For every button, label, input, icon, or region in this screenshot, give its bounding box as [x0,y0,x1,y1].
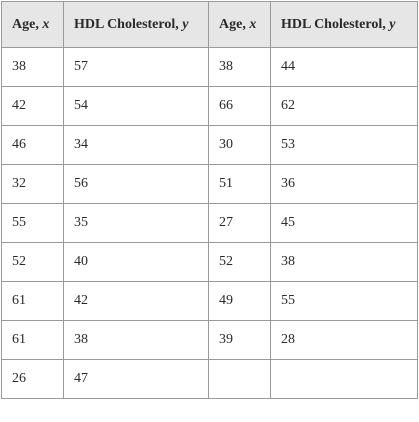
cell-hdl: 35 [63,203,209,243]
cell-hdl: 36 [270,164,418,204]
cell-empty [270,359,418,399]
table-row: 55 35 27 45 [1,203,418,243]
cell-age: 39 [208,320,271,360]
cell-age: 66 [208,86,271,126]
table-row: 61 42 49 55 [1,281,418,321]
table-row: 46 34 30 53 [1,125,418,165]
header-age-2: Age, x [208,1,271,48]
cell-age: 42 [1,86,64,126]
cell-age: 38 [208,47,271,87]
cell-hdl: 44 [270,47,418,87]
table-row: 42 54 66 62 [1,86,418,126]
cell-hdl: 53 [270,125,418,165]
table-row: 61 38 39 28 [1,320,418,360]
cell-age: 52 [1,242,64,282]
header-hdl-2-variable: y [389,16,396,32]
cell-hdl: 42 [63,281,209,321]
header-hdl-1: HDL Cholesterol, y [63,1,209,48]
header-age-2-label: Age, [219,16,250,32]
header-hdl-2: HDL Cholesterol, y [270,1,418,48]
table-header: Age, x HDL Cholesterol, y Age, x HDL Cho… [1,1,418,48]
table-row: 32 56 51 36 [1,164,418,204]
cell-hdl: 47 [63,359,209,399]
cell-hdl: 34 [63,125,209,165]
table-row: 26 47 [1,359,418,399]
cell-age: 51 [208,164,271,204]
cell-age: 32 [1,164,64,204]
cell-age: 49 [208,281,271,321]
data-table: Age, x HDL Cholesterol, y Age, x HDL Cho… [1,1,418,399]
cell-age: 38 [1,47,64,87]
header-age-1-label: Age, [12,16,43,32]
cell-age: 52 [208,242,271,282]
header-age-2-variable: x [249,16,257,32]
cell-hdl: 28 [270,320,418,360]
header-row: Age, x HDL Cholesterol, y Age, x HDL Cho… [1,1,418,48]
table-row: 52 40 52 38 [1,242,418,282]
cell-empty [208,359,271,399]
cell-hdl: 45 [270,203,418,243]
cell-hdl: 57 [63,47,209,87]
table-body: 38 57 38 44 42 54 66 62 46 34 30 53 32 5… [1,47,418,399]
cell-age: 46 [1,125,64,165]
cell-age: 27 [208,203,271,243]
header-age-1: Age, x [1,1,64,48]
header-hdl-1-label: HDL Cholesterol, [74,16,183,32]
cell-hdl: 55 [270,281,418,321]
cell-hdl: 54 [63,86,209,126]
cell-hdl: 40 [63,242,209,282]
table-row: 38 57 38 44 [1,47,418,87]
cell-age: 26 [1,359,64,399]
header-hdl-1-variable: y [182,16,189,32]
cell-age: 30 [208,125,271,165]
cell-age: 55 [1,203,64,243]
cell-age: 61 [1,281,64,321]
cell-hdl: 62 [270,86,418,126]
header-hdl-2-label: HDL Cholesterol, [281,16,390,32]
cell-hdl: 56 [63,164,209,204]
cell-hdl: 38 [270,242,418,282]
cell-age: 61 [1,320,64,360]
cell-hdl: 38 [63,320,209,360]
header-age-1-variable: x [42,16,50,32]
